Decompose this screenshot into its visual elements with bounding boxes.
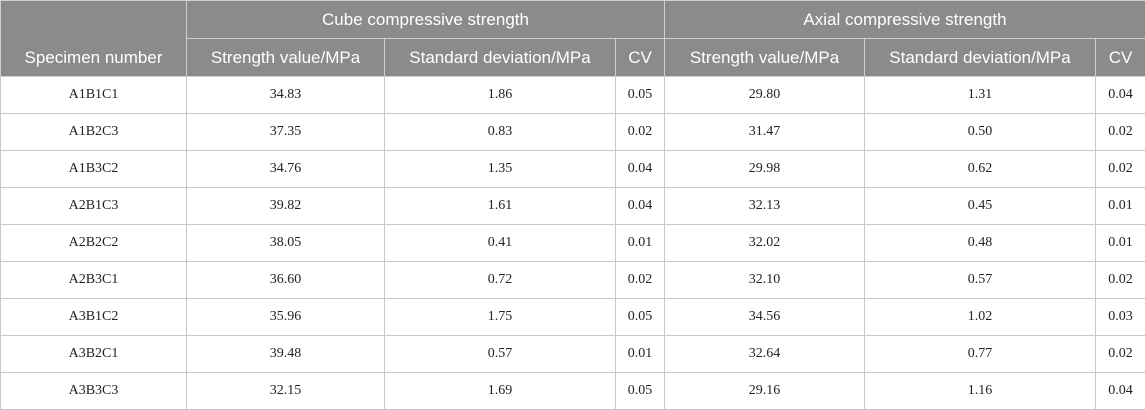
value-cell: 35.96	[186, 298, 385, 336]
value-cell: 0.48	[864, 224, 1096, 262]
specimen-cell: A1B3C2	[0, 150, 187, 188]
table-row: A3B2C1 39.48 0.57 0.01 32.64 0.77 0.02	[0, 335, 1145, 373]
column-header: CV	[1095, 38, 1145, 77]
value-cell: 1.75	[384, 298, 616, 336]
table-row: A1B3C2 34.76 1.35 0.04 29.98 0.62 0.02	[0, 150, 1145, 188]
corner-header: Specimen number	[0, 0, 187, 77]
specimen-cell: A2B3C1	[0, 261, 187, 299]
specimen-cell: A3B1C2	[0, 298, 187, 336]
value-cell: 32.15	[186, 372, 385, 410]
table-row: A2B2C2 38.05 0.41 0.01 32.02 0.48 0.01	[0, 224, 1145, 262]
specimen-cell: A2B2C2	[0, 224, 187, 262]
value-cell: 0.45	[864, 187, 1096, 225]
value-cell: 37.35	[186, 113, 385, 151]
value-cell: 32.10	[664, 261, 865, 299]
value-cell: 1.31	[864, 76, 1096, 114]
value-cell: 0.05	[615, 372, 665, 410]
specimen-cell: A3B2C1	[0, 335, 187, 373]
value-cell: 34.56	[664, 298, 865, 336]
value-cell: 0.02	[1095, 261, 1145, 299]
value-cell: 0.04	[615, 187, 665, 225]
value-cell: 0.72	[384, 261, 616, 299]
value-cell: 0.03	[1095, 298, 1145, 336]
value-cell: 36.60	[186, 261, 385, 299]
value-cell: 0.02	[1095, 113, 1145, 151]
value-cell: 0.02	[1095, 150, 1145, 188]
value-cell: 0.41	[384, 224, 616, 262]
value-cell: 0.50	[864, 113, 1096, 151]
value-cell: 1.86	[384, 76, 616, 114]
value-cell: 34.76	[186, 150, 385, 188]
value-cell: 32.13	[664, 187, 865, 225]
column-header: CV	[615, 38, 665, 77]
value-cell: 34.83	[186, 76, 385, 114]
group-header: Cube compressive strength	[186, 0, 665, 39]
value-cell: 39.48	[186, 335, 385, 373]
column-header: Strength value/MPa	[664, 38, 865, 77]
value-cell: 0.02	[615, 261, 665, 299]
value-cell: 29.80	[664, 76, 865, 114]
value-cell: 0.62	[864, 150, 1096, 188]
value-cell: 32.02	[664, 224, 865, 262]
group-header: Axial compressive strength	[664, 0, 1145, 39]
value-cell: 0.02	[615, 113, 665, 151]
value-cell: 0.04	[615, 150, 665, 188]
value-cell: 0.77	[864, 335, 1096, 373]
value-cell: 39.82	[186, 187, 385, 225]
column-header: Strength value/MPa	[186, 38, 385, 77]
value-cell: 38.05	[186, 224, 385, 262]
specimen-cell: A3B3C3	[0, 372, 187, 410]
table-row: A1B1C1 34.83 1.86 0.05 29.80 1.31 0.04	[0, 76, 1145, 114]
value-cell: 0.57	[384, 335, 616, 373]
value-cell: 0.02	[1095, 335, 1145, 373]
table-row: A3B1C2 35.96 1.75 0.05 34.56 1.02 0.03	[0, 298, 1145, 336]
specimen-cell: A1B1C1	[0, 76, 187, 114]
value-cell: 0.05	[615, 298, 665, 336]
value-cell: 32.64	[664, 335, 865, 373]
value-cell: 0.04	[1095, 76, 1145, 114]
specimen-cell: A1B2C3	[0, 113, 187, 151]
value-cell: 0.04	[1095, 372, 1145, 410]
value-cell: 29.16	[664, 372, 865, 410]
table-row: A1B2C3 37.35 0.83 0.02 31.47 0.50 0.02	[0, 113, 1145, 151]
column-header: Standard deviation/MPa	[384, 38, 616, 77]
column-header: Standard deviation/MPa	[864, 38, 1096, 77]
value-cell: 1.16	[864, 372, 1096, 410]
value-cell: 0.57	[864, 261, 1096, 299]
value-cell: 1.02	[864, 298, 1096, 336]
value-cell: 1.69	[384, 372, 616, 410]
value-cell: 0.01	[1095, 224, 1145, 262]
table-row: A2B1C3 39.82 1.61 0.04 32.13 0.45 0.01	[0, 187, 1145, 225]
value-cell: 0.01	[1095, 187, 1145, 225]
value-cell: 1.61	[384, 187, 616, 225]
value-cell: 29.98	[664, 150, 865, 188]
value-cell: 0.01	[615, 224, 665, 262]
value-cell: 1.35	[384, 150, 616, 188]
table-row: A2B3C1 36.60 0.72 0.02 32.10 0.57 0.02	[0, 261, 1145, 299]
value-cell: 0.01	[615, 335, 665, 373]
specimen-cell: A2B1C3	[0, 187, 187, 225]
value-cell: 0.05	[615, 76, 665, 114]
value-cell: 0.83	[384, 113, 616, 151]
value-cell: 31.47	[664, 113, 865, 151]
table-row: A3B3C3 32.15 1.69 0.05 29.16 1.16 0.04	[0, 372, 1145, 410]
